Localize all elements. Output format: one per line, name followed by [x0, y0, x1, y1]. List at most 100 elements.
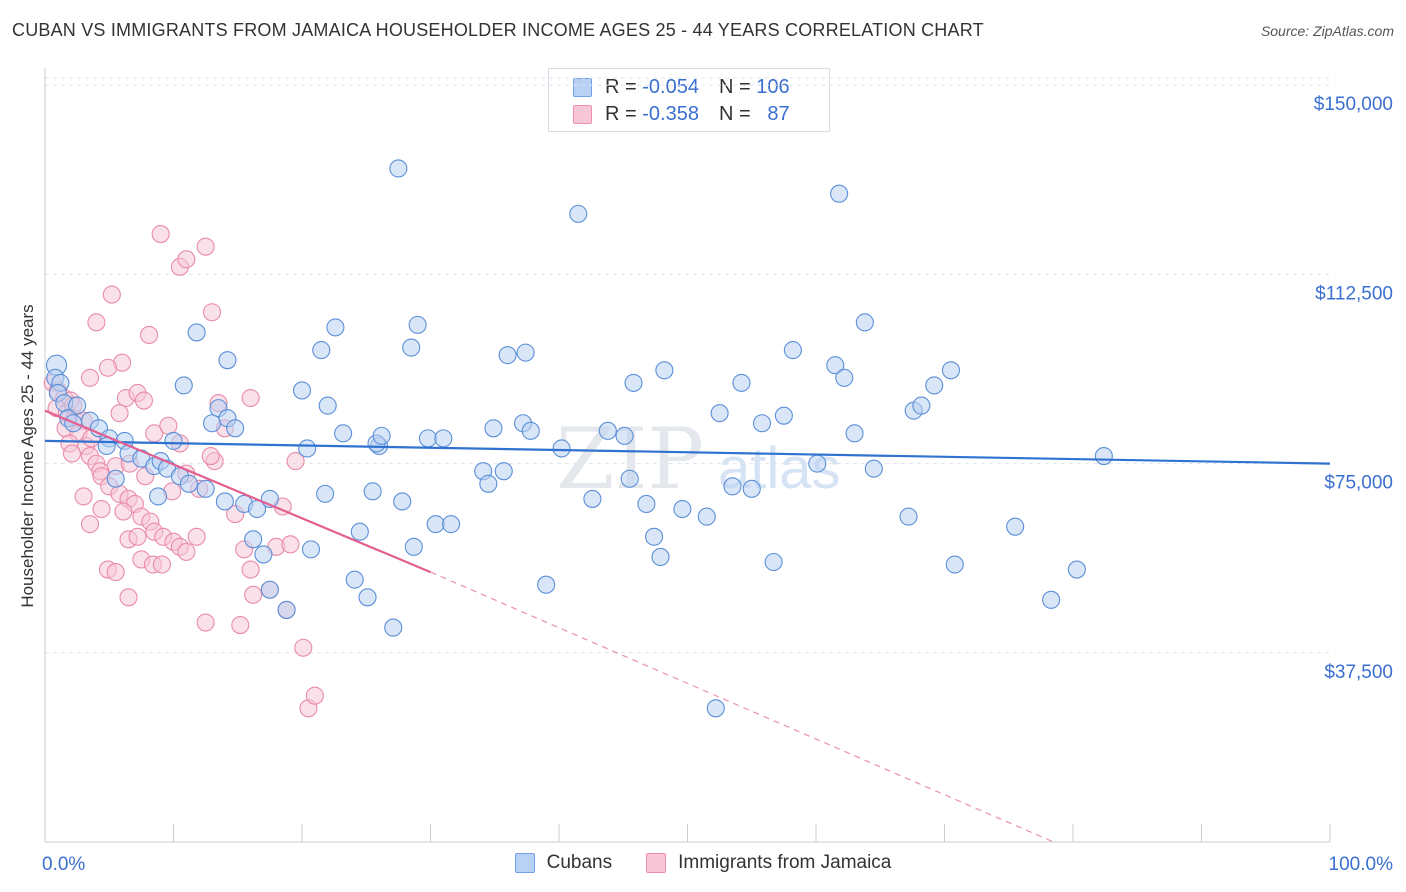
data-point-cubans: [1042, 590, 1061, 609]
data-point-jamaica: [92, 499, 111, 519]
data-point-cubans: [835, 368, 854, 387]
data-point-cubans: [583, 489, 602, 508]
data-point-cubans: [537, 575, 556, 594]
data-point-cubans: [408, 315, 427, 334]
data-point-cubans: [651, 547, 670, 566]
data-point-jamaica: [196, 613, 215, 632]
data-point-jamaica: [286, 452, 305, 471]
data-point-cubans: [723, 477, 742, 496]
data-point-cubans: [845, 424, 864, 443]
data-point-cubans: [945, 555, 964, 574]
data-point-cubans: [912, 396, 931, 415]
data-point-cubans: [732, 373, 751, 392]
data-point-cubans: [254, 545, 273, 564]
data-point-cubans: [864, 459, 883, 478]
trend-line-jamaica: [44, 409, 431, 574]
legend-n-label: N =: [718, 102, 751, 125]
data-point-cubans: [484, 419, 503, 438]
data-point-cubans: [326, 318, 345, 337]
data-point-cubans: [655, 361, 674, 380]
data-point-cubans: [393, 492, 412, 511]
data-point-cubans: [174, 376, 193, 395]
data-point-cubans: [855, 313, 874, 332]
legend-item-jamaica: Immigrants from Jamaica: [646, 852, 891, 874]
data-point-jamaica: [201, 446, 220, 466]
data-point-jamaica: [187, 527, 206, 546]
legend-swatch-pink: [573, 104, 592, 124]
data-point-cubans: [637, 494, 656, 514]
data-point-jamaica: [241, 388, 260, 408]
data-point-cubans: [404, 537, 423, 556]
data-point-jamaica: [62, 444, 82, 463]
watermark-zip: ZIP: [556, 410, 704, 508]
data-point-cubans: [521, 421, 540, 440]
legend-swatch-blue: [514, 853, 535, 873]
data-point-cubans: [808, 454, 827, 473]
data-point-cubans: [783, 341, 802, 360]
data-point-cubans: [345, 570, 364, 589]
data-point-jamaica: [80, 368, 100, 387]
axes: [44, 68, 1331, 843]
data-point-cubans: [645, 527, 664, 546]
data-point-cubans: [1094, 446, 1113, 466]
data-point-cubans: [350, 522, 369, 541]
data-point-cubans: [301, 540, 321, 559]
legend-r-label: R =: [605, 102, 637, 125]
data-point-jamaica: [80, 515, 100, 534]
data-point-cubans: [106, 469, 125, 488]
data-point-jamaica: [102, 285, 121, 304]
data-point-cubans: [358, 588, 377, 607]
data-point-cubans: [941, 361, 960, 380]
data-point-jamaica: [152, 555, 171, 574]
data-point-jamaica: [177, 250, 196, 269]
data-point-jamaica: [177, 542, 196, 561]
data-point-jamaica: [87, 313, 106, 332]
data-point-cubans: [624, 373, 643, 392]
data-point-cubans: [426, 515, 445, 534]
data-point-cubans: [899, 507, 918, 526]
legend-n-value: 87: [767, 102, 790, 125]
legend-swatch-pink: [646, 853, 667, 873]
x-tick-label: 100.0%: [1329, 854, 1394, 875]
data-point-cubans: [479, 474, 498, 493]
trend-line-jamaica-extension: [430, 571, 1054, 843]
legend-n-value: 106: [756, 75, 790, 98]
data-point-jamaica: [140, 325, 159, 345]
data-point-jamaica: [231, 616, 250, 635]
data-point-cubans: [774, 406, 793, 425]
data-point-cubans: [442, 515, 461, 534]
data-point-cubans: [215, 492, 234, 511]
data-point-cubans: [389, 159, 408, 178]
data-point-cubans: [434, 429, 453, 448]
trend-line-cubans: [44, 439, 1331, 465]
data-point-cubans: [826, 356, 845, 375]
data-point-cubans: [244, 530, 263, 549]
data-point-jamaica: [114, 502, 133, 521]
data-point-cubans: [316, 484, 335, 503]
data-point-cubans: [196, 479, 215, 498]
data-point-cubans: [402, 338, 421, 357]
data-point-cubans: [187, 323, 206, 342]
data-point-cubans: [494, 462, 513, 481]
data-point-cubans: [925, 376, 944, 395]
data-point-cubans: [203, 414, 222, 433]
correlation-legend: R = -0.054 N = 106 R = -0.358 N = 87: [548, 68, 830, 132]
data-point-cubans: [697, 507, 716, 526]
data-point-cubans: [830, 184, 849, 203]
grid: [45, 77, 1330, 654]
y-axis-title: Householder Income Ages 25 - 44 years: [18, 304, 37, 607]
data-point-jamaica: [196, 237, 215, 256]
data-point-jamaica: [241, 560, 260, 579]
legend-row-jamaica: R = -0.358 N = 87: [573, 101, 790, 127]
legend-item-cubans: Cubans: [514, 852, 613, 874]
legend-r-label: R =: [605, 75, 637, 98]
data-point-jamaica: [305, 686, 324, 705]
data-point-jamaica: [110, 404, 129, 423]
data-point-cubans: [498, 346, 517, 365]
data-point-cubans: [334, 424, 353, 443]
legend-label-jamaica: Immigrants from Jamaica: [678, 852, 892, 873]
legend-label-cubans: Cubans: [546, 852, 613, 873]
data-point-jamaica: [203, 303, 222, 322]
data-point-cubans: [620, 469, 639, 488]
data-point-jamaica: [128, 527, 147, 546]
